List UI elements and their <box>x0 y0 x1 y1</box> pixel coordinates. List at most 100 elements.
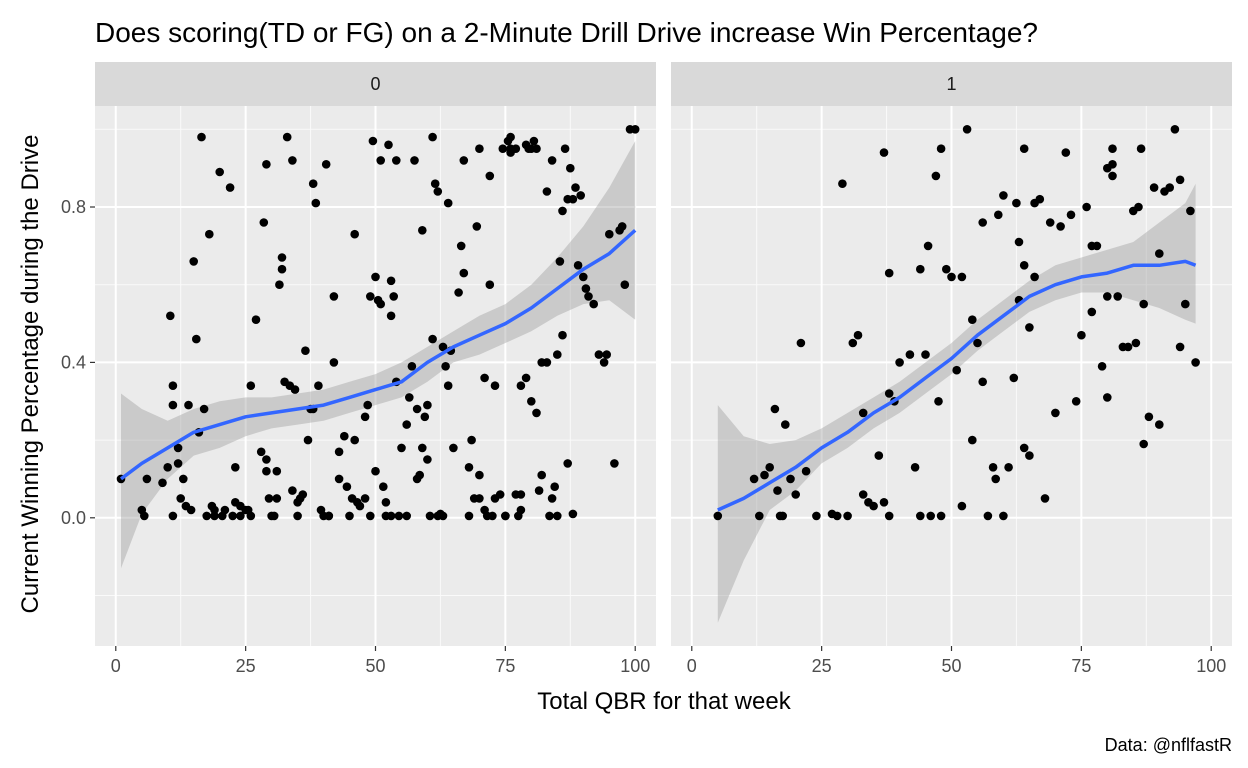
data-point <box>192 334 201 344</box>
data-point <box>425 511 435 521</box>
data-point <box>853 330 863 340</box>
data-point <box>581 284 591 293</box>
data-point <box>1155 249 1164 258</box>
data-point <box>467 435 476 445</box>
data-point <box>256 447 266 457</box>
data-point <box>560 144 570 153</box>
data-point <box>415 470 425 480</box>
data-point <box>366 511 375 521</box>
data-point <box>480 373 489 383</box>
data-point <box>199 404 209 414</box>
data-point <box>1149 183 1159 192</box>
data-point <box>225 183 235 192</box>
data-point <box>301 346 310 356</box>
data-point <box>620 280 630 290</box>
data-point <box>402 511 412 521</box>
data-point <box>179 474 188 484</box>
data-point <box>459 156 469 165</box>
data-point <box>1191 358 1200 367</box>
data-point <box>392 156 401 165</box>
data-point <box>791 490 800 499</box>
x-tick-label: 50 <box>365 656 385 676</box>
data-point <box>1056 222 1065 231</box>
data-point <box>495 490 505 499</box>
data-point <box>760 470 769 480</box>
data-point <box>376 156 386 165</box>
data-point <box>553 511 562 521</box>
data-point <box>545 511 554 521</box>
data-point <box>843 511 852 521</box>
data-point <box>197 132 206 142</box>
data-point <box>498 144 508 153</box>
x-axis-label: Total QBR for that week <box>537 688 791 715</box>
data-point <box>999 191 1008 200</box>
data-point <box>1009 373 1019 383</box>
data-point <box>277 253 287 262</box>
data-point <box>459 268 469 278</box>
data-point <box>563 459 572 468</box>
data-point <box>485 280 495 290</box>
smooth-line <box>717 259 1197 512</box>
data-point <box>342 482 352 492</box>
data-point <box>1040 494 1050 503</box>
data-point <box>713 511 723 521</box>
data-point <box>934 397 943 406</box>
data-point <box>537 470 546 480</box>
data-point <box>589 299 598 309</box>
x-tick-label: 25 <box>812 656 832 676</box>
data-point <box>547 494 557 503</box>
data-point <box>773 486 782 495</box>
x-tick-label: 75 <box>495 656 515 676</box>
data-point <box>371 466 380 476</box>
data-point <box>765 463 774 472</box>
data-point <box>303 435 313 445</box>
data-point <box>749 474 759 484</box>
y-axis-label: Current Winning Percentage during the Dr… <box>17 135 44 614</box>
data-point <box>262 466 271 476</box>
data-point <box>1108 144 1117 153</box>
data-point <box>275 280 284 290</box>
data-point <box>438 342 448 352</box>
data-point <box>1113 292 1122 301</box>
data-point <box>251 315 261 325</box>
data-point <box>848 338 858 348</box>
data-point <box>1019 261 1029 270</box>
data-point <box>832 511 842 521</box>
data-point <box>884 511 894 521</box>
data-point <box>923 241 933 251</box>
data-point <box>1155 420 1164 429</box>
data-point <box>384 140 393 150</box>
data-point <box>186 505 196 515</box>
data-point <box>379 482 388 492</box>
data-point <box>1012 198 1021 208</box>
data-point <box>1051 408 1060 418</box>
y-tick-label: 0.0 <box>61 508 86 528</box>
data-point <box>324 511 334 521</box>
data-point <box>1134 202 1143 212</box>
data-point <box>511 144 521 153</box>
data-point <box>158 478 167 488</box>
data-point <box>355 501 365 511</box>
data-point <box>464 463 474 472</box>
data-point <box>1103 292 1112 301</box>
data-point <box>594 350 604 359</box>
data-point <box>602 350 611 359</box>
data-point <box>1139 299 1148 309</box>
data-point <box>942 264 951 274</box>
x-tick-label: 0 <box>687 656 697 676</box>
data-point <box>438 511 448 521</box>
data-point <box>272 466 282 476</box>
data-point <box>778 511 787 521</box>
data-point <box>262 160 271 169</box>
data-point <box>215 167 224 177</box>
data-point <box>389 292 399 301</box>
data-point <box>796 338 806 348</box>
data-point <box>1108 160 1117 169</box>
data-point <box>910 463 920 472</box>
data-point <box>1186 206 1195 216</box>
data-point <box>485 171 495 181</box>
data-point <box>957 501 967 511</box>
data-point <box>142 474 152 484</box>
plot-area: 0 0 25 50 75 100 0.0 0.4 0.8 1 0 25 50 75 100 <box>61 62 1232 676</box>
